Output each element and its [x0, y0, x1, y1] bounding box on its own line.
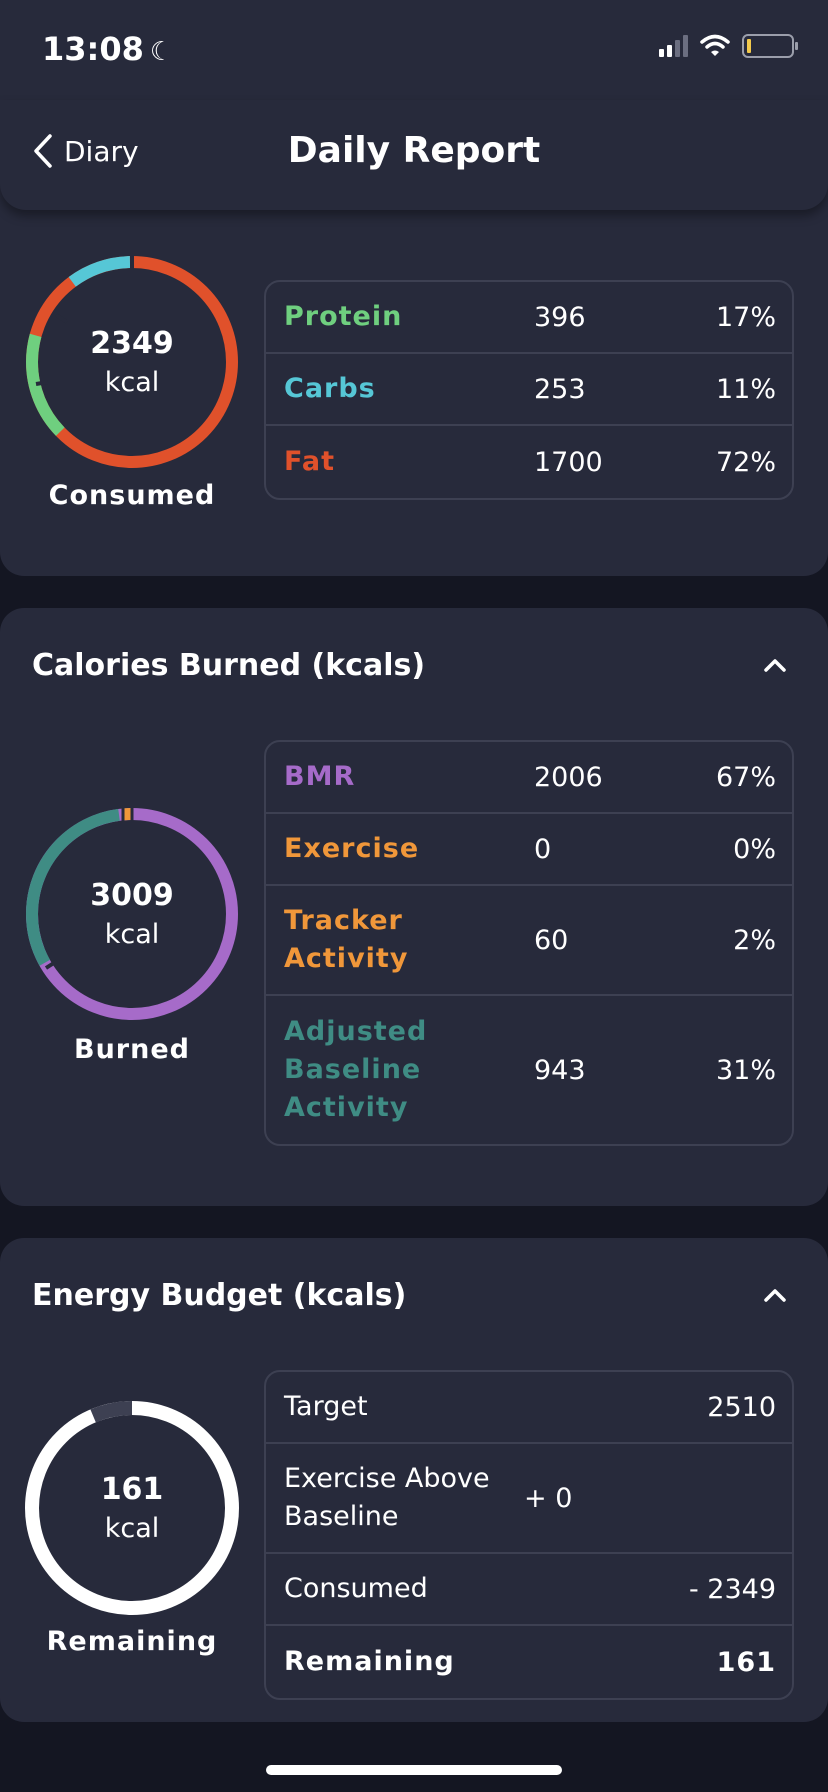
battery-icon	[742, 34, 798, 58]
burned-caption: Burned	[74, 1034, 190, 1065]
adjusted-baseline-pct: 31%	[715, 1054, 776, 1086]
exercise-pct: 0%	[733, 833, 776, 865]
fat-value: 1700	[534, 446, 603, 478]
target-label: Target	[284, 1391, 368, 1422]
budget-ring: 161 kcal	[22, 1398, 242, 1618]
budget-table: Target 2510 Exercise Above Baseline + 0 …	[264, 1370, 794, 1700]
bmr-pct: 67%	[715, 761, 776, 793]
budget-card: Energy Budget (kcals) 161 kcal Remaining…	[0, 1238, 828, 1722]
consumed-card: 2349 kcal Consumed Protein 396 17% Carbs…	[0, 180, 828, 576]
bmr-value: 2006	[534, 761, 603, 793]
adjusted-baseline-value: 943	[534, 1054, 586, 1086]
burned-total: 3009	[90, 878, 174, 913]
table-row: Protein 396 17%	[266, 282, 792, 354]
table-row: Carbs 253 11%	[266, 354, 792, 426]
budget-total: 161	[100, 1472, 164, 1507]
tracker-activity-pct: 2%	[733, 924, 776, 956]
consumed-total: 2349	[90, 326, 174, 361]
page-title: Daily Report	[287, 130, 541, 171]
macros-table: Protein 396 17% Carbs 253 11% Fat 1700 7…	[264, 280, 794, 500]
table-row: BMR 2006 67%	[266, 742, 792, 814]
consumed-caption: Consumed	[48, 480, 216, 511]
chevron-up-icon[interactable]	[762, 652, 788, 678]
budget-caption: Remaining	[46, 1626, 218, 1657]
nav-bar: Diary Daily Report	[0, 100, 828, 210]
wifi-icon	[700, 34, 730, 56]
chevron-up-icon[interactable]	[762, 1282, 788, 1308]
burned-unit: kcal	[104, 919, 160, 950]
status-bar: 13:08 ☾	[0, 0, 828, 100]
burned-section-title: Calories Burned (kcals)	[32, 648, 426, 683]
table-row: Remaining 161	[266, 1626, 792, 1698]
burned-card: Calories Burned (kcals) 3009 kcal Burned…	[0, 608, 828, 1206]
bmr-label: BMR	[284, 761, 356, 792]
exercise-above-baseline-value: + 0	[524, 1482, 573, 1514]
exercise-label: Exercise	[284, 833, 420, 864]
moon-icon: ☾	[149, 37, 174, 67]
back-button[interactable]: Diary	[30, 132, 139, 170]
budget-remaining-value: 161	[716, 1646, 776, 1678]
budget-consumed-value: - 2349	[688, 1573, 776, 1605]
table-row: Consumed - 2349	[266, 1554, 792, 1626]
carbs-value: 253	[534, 373, 586, 405]
system-icons	[659, 34, 798, 58]
table-row: Adjusted Baseline Activity 943 31%	[266, 996, 792, 1144]
carbs-label: Carbs	[284, 373, 376, 404]
consumed-unit: kcal	[104, 367, 160, 398]
carbs-pct: 11%	[715, 373, 776, 405]
budget-unit: kcal	[104, 1513, 160, 1544]
chevron-left-icon	[34, 134, 52, 168]
budget-section-title: Energy Budget (kcals)	[32, 1278, 407, 1313]
fat-pct: 72%	[715, 446, 776, 478]
exercise-above-baseline-label: Exercise Above Baseline	[284, 1463, 490, 1532]
burned-ring: 3009 kcal	[22, 804, 242, 1024]
target-value: 2510	[707, 1391, 776, 1423]
status-time: 13:08 ☾	[42, 30, 174, 68]
protein-pct: 17%	[715, 301, 776, 333]
table-row: Target 2510	[266, 1372, 792, 1444]
tracker-activity-label: Tracker Activity	[284, 905, 409, 974]
fat-label: Fat	[284, 446, 335, 477]
table-row: Fat 1700 72%	[266, 426, 792, 498]
budget-consumed-label: Consumed	[284, 1573, 428, 1604]
table-row: Exercise 0 0%	[266, 814, 792, 886]
exercise-value: 0	[534, 833, 552, 865]
protein-value: 396	[534, 301, 586, 333]
protein-label: Protein	[284, 301, 403, 332]
budget-remaining-label: Remaining	[284, 1646, 455, 1677]
table-row: Tracker Activity 60 2%	[266, 886, 792, 996]
signal-icon	[659, 35, 688, 57]
home-indicator[interactable]	[266, 1765, 562, 1775]
burned-table: BMR 2006 67% Exercise 0 0% Tracker Activ…	[264, 740, 794, 1146]
back-label: Diary	[64, 134, 139, 168]
tracker-activity-value: 60	[534, 924, 569, 956]
table-row: Exercise Above Baseline + 0	[266, 1444, 792, 1554]
adjusted-baseline-label: Adjusted Baseline Activity	[284, 1016, 428, 1123]
consumed-ring: 2349 kcal	[22, 252, 242, 472]
